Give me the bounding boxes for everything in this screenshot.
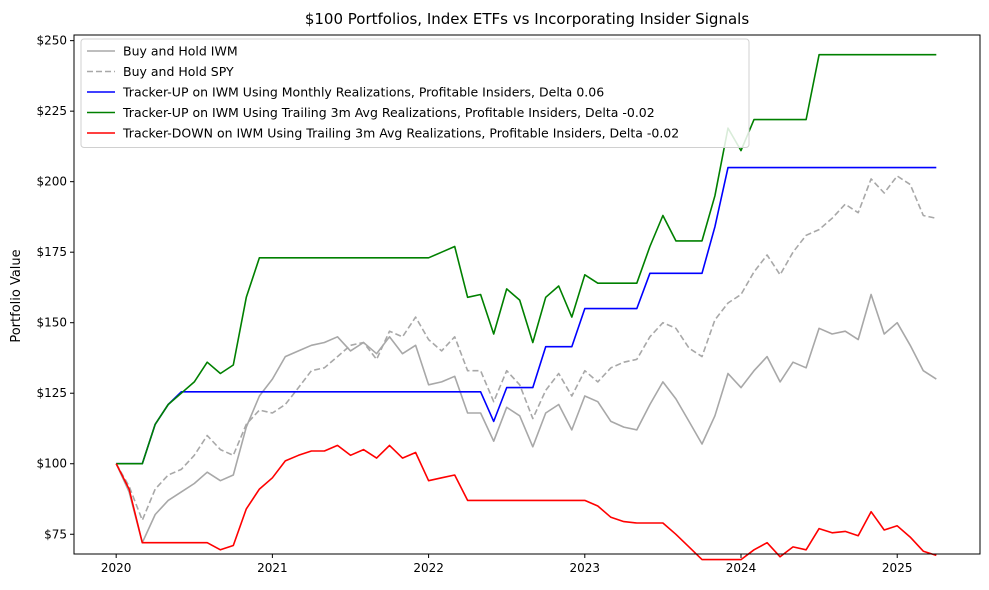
series-line-2 bbox=[115, 175, 937, 522]
y-tick-label: $250 bbox=[36, 34, 67, 48]
series-layer bbox=[115, 53, 937, 561]
y-axis-label: Portfolio Value bbox=[9, 249, 24, 342]
legend-label-2: Buy and Hold SPY bbox=[123, 64, 234, 79]
y-tick-label: $100 bbox=[36, 457, 67, 471]
x-tick-label: 2025 bbox=[882, 561, 913, 575]
y-tick-label: $225 bbox=[36, 104, 67, 118]
x-tick-label: 2021 bbox=[257, 561, 288, 575]
y-tick-label: $75 bbox=[44, 527, 67, 541]
series-line-5 bbox=[115, 444, 937, 561]
y-tick-label: $175 bbox=[36, 245, 67, 259]
legend-label-3: Tracker-UP on IWM Using Monthly Realizat… bbox=[122, 85, 604, 100]
legend: Buy and Hold IWM Buy and Hold SPY Tracker-… bbox=[80, 38, 750, 148]
x-tick-label: 2024 bbox=[726, 561, 757, 575]
y-axis: $75 $100 $125 $150 $175 $200 $225 $250 bbox=[36, 34, 74, 541]
series-line-4 bbox=[116, 53, 937, 465]
legend-box bbox=[80, 38, 750, 148]
x-tick-label: 2023 bbox=[570, 561, 601, 575]
plot-frame bbox=[73, 34, 981, 555]
chart-title: $100 Portfolios, Index ETFs vs Incorpora… bbox=[305, 10, 749, 28]
y-tick-label: $200 bbox=[36, 175, 67, 189]
y-tick-label: $125 bbox=[36, 386, 67, 400]
series-line-1 bbox=[115, 293, 937, 544]
y-tick-label: $150 bbox=[36, 316, 67, 330]
plot-area bbox=[73, 34, 981, 561]
x-tick-label: 2020 bbox=[101, 561, 132, 575]
legend-label-1: Buy and Hold IWM bbox=[123, 44, 238, 59]
legend-label-5: Tracker-DOWN on IWM Using Trailing 3m Av… bbox=[122, 126, 679, 141]
x-axis: 2020 2021 2022 2023 2024 2025 bbox=[101, 554, 913, 575]
x-tick-label: 2022 bbox=[413, 561, 444, 575]
legend-label-4: Tracker-UP on IWM Using Trailing 3m Avg … bbox=[122, 105, 655, 120]
